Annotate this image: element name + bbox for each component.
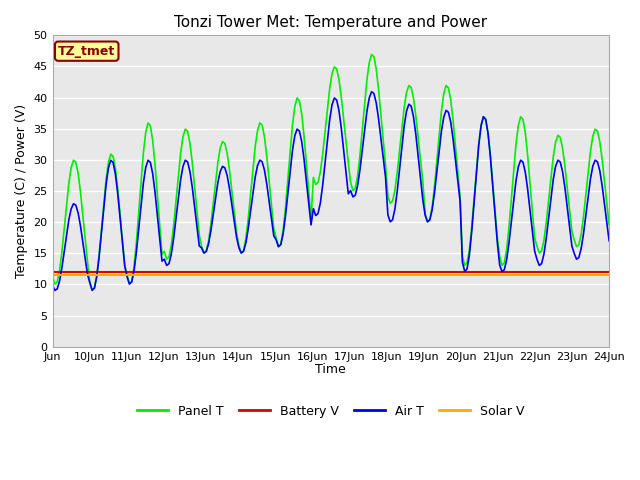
Battery V	[72, 269, 79, 275]
Panel T	[421, 211, 429, 216]
Line: Air T: Air T	[52, 92, 609, 290]
Solar V	[72, 272, 79, 278]
Battery V	[137, 269, 145, 275]
Air T	[140, 180, 147, 186]
Battery V	[86, 269, 93, 275]
Air T	[605, 238, 613, 244]
Solar V	[566, 272, 573, 278]
Panel T	[86, 279, 93, 285]
Panel T	[239, 248, 247, 253]
Solar V	[137, 272, 145, 278]
Air T	[88, 288, 96, 293]
Battery V	[605, 269, 613, 275]
Solar V	[49, 272, 56, 278]
Battery V	[237, 269, 245, 275]
Line: Panel T: Panel T	[52, 54, 609, 290]
Air T	[570, 251, 578, 256]
Panel T	[570, 237, 578, 242]
Y-axis label: Temperature (C) / Power (V): Temperature (C) / Power (V)	[15, 104, 28, 278]
Panel T	[72, 159, 79, 165]
Air T	[239, 249, 247, 254]
Legend: Panel T, Battery V, Air T, Solar V: Panel T, Battery V, Air T, Solar V	[132, 400, 530, 423]
Battery V	[566, 269, 573, 275]
Panel T	[49, 274, 56, 280]
Panel T	[140, 150, 147, 156]
Panel T	[88, 288, 96, 293]
Air T	[49, 282, 56, 288]
Solar V	[605, 272, 613, 278]
Battery V	[417, 269, 424, 275]
Solar V	[86, 272, 93, 278]
Panel T	[368, 51, 376, 57]
Battery V	[49, 269, 56, 275]
Solar V	[237, 272, 245, 278]
Air T	[368, 89, 376, 95]
Panel T	[605, 222, 613, 228]
Air T	[74, 210, 82, 216]
Solar V	[417, 272, 424, 278]
X-axis label: Time: Time	[316, 363, 346, 376]
Title: Tonzi Tower Met: Temperature and Power: Tonzi Tower Met: Temperature and Power	[174, 15, 488, 30]
Air T	[51, 288, 59, 293]
Text: TZ_tmet: TZ_tmet	[58, 45, 115, 58]
Air T	[421, 212, 429, 218]
